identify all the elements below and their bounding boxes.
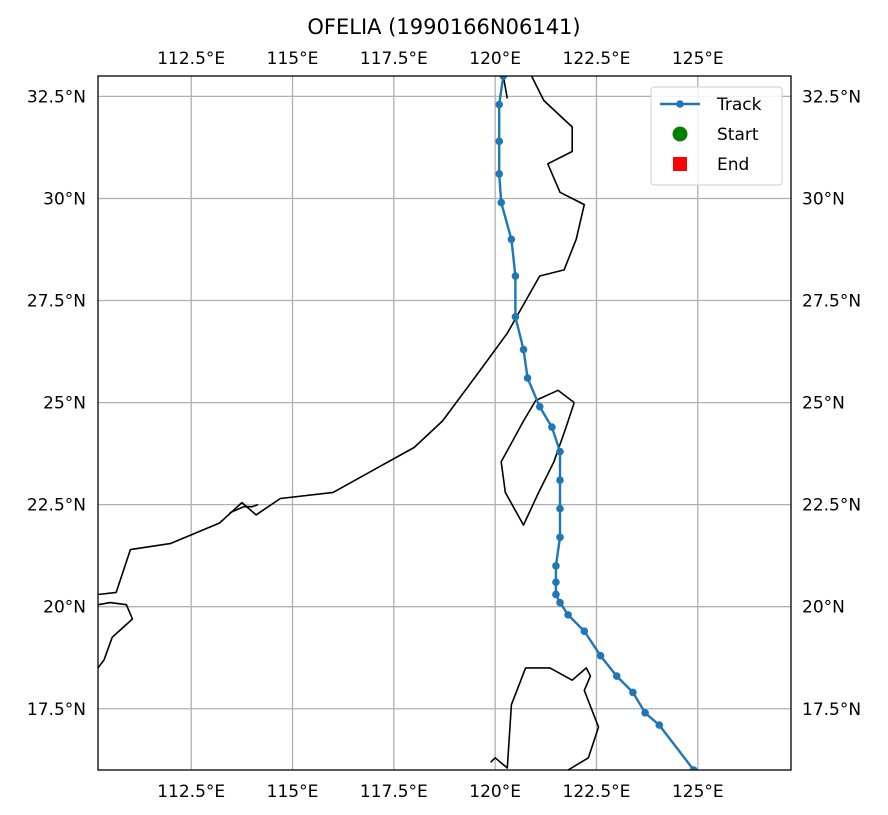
right-lat-tick-label: 20°N (802, 598, 845, 618)
track-point (689, 766, 698, 770)
track-point (535, 402, 544, 411)
track-point (499, 76, 508, 80)
track-point (641, 709, 649, 717)
legend-end-marker (673, 157, 687, 171)
bottom-lon-tick-label: 117.5°E (360, 782, 428, 802)
map-frame (97, 75, 792, 771)
right-lat-tick-label: 17.5°N (802, 700, 861, 720)
top-lon-tick-label: 117.5°E (360, 49, 428, 69)
legend-track-marker (676, 100, 684, 108)
track-point (556, 447, 564, 456)
top-lon-tick-label: 120°E (469, 49, 521, 69)
track-point (629, 688, 637, 697)
track-point (552, 590, 560, 599)
track-point (495, 170, 504, 178)
bottom-lon-tick-label: 115°E (267, 782, 319, 802)
track-point (511, 313, 520, 321)
right-lat-tick-label: 25°N (802, 394, 845, 414)
track-line (498, 76, 695, 770)
track-point (556, 598, 564, 607)
left-lat-tick-label: 17.5°N (27, 700, 86, 720)
top-lon-tick-label: 115°E (267, 49, 319, 69)
track-point (556, 533, 564, 542)
track-point (556, 504, 564, 513)
legend-label: Track (716, 95, 762, 115)
coastlines (98, 76, 600, 770)
coastline (98, 76, 586, 596)
coastline (490, 667, 600, 770)
bottom-lon-tick-label: 120°E (469, 782, 521, 802)
left-lat-tick-label: 27.5°N (27, 292, 86, 312)
legend-start-marker (672, 126, 688, 142)
track-point (612, 672, 621, 680)
coastline (229, 503, 259, 514)
legend: Track Start End (650, 86, 783, 186)
track-point (556, 476, 564, 484)
right-lat-tick-label: 22.5°N (802, 496, 861, 516)
top-lon-tick-label: 122.5°E (563, 49, 631, 69)
bottom-lon-tick-label: 122.5°E (563, 782, 631, 802)
track-point (519, 345, 528, 354)
track-point (495, 100, 504, 109)
top-lon-tick-label: 112.5°E (157, 49, 225, 69)
bottom-lon-tick-label: 112.5°E (157, 782, 225, 802)
track-point (596, 651, 605, 660)
track-point (497, 198, 506, 207)
track-point (552, 562, 560, 570)
right-lat-tick-label: 27.5°N (802, 292, 861, 312)
legend-label: Start (717, 125, 759, 145)
top-lon-tick-label: 125°E (672, 49, 724, 69)
axis-ticks: 112.5°E 112.5°E 115°E 115°E 117.5°E 117.5°E 12… (27, 49, 861, 802)
storm-track (495, 76, 698, 770)
legend-label: End (717, 155, 749, 175)
track-point (552, 578, 560, 587)
track-point (507, 235, 516, 244)
bottom-lon-tick-label: 125°E (672, 782, 724, 802)
left-lat-tick-label: 22.5°N (27, 496, 86, 516)
left-lat-tick-label: 30°N (43, 189, 86, 209)
right-lat-tick-label: 32.5°N (802, 87, 861, 107)
right-lat-tick-label: 30°N (802, 189, 845, 209)
track-point (655, 721, 664, 729)
track-point (548, 423, 556, 431)
track-point (580, 627, 589, 635)
map-title: OFELIA (1990166N06141) (307, 15, 580, 39)
track-point (511, 272, 520, 280)
left-lat-tick-label: 32.5°N (27, 87, 86, 107)
track-point (523, 374, 532, 382)
left-lat-tick-label: 20°N (43, 598, 86, 618)
track-point (564, 611, 572, 619)
track-point (495, 137, 504, 146)
coastline (98, 601, 134, 669)
left-lat-tick-label: 25°N (43, 394, 86, 414)
